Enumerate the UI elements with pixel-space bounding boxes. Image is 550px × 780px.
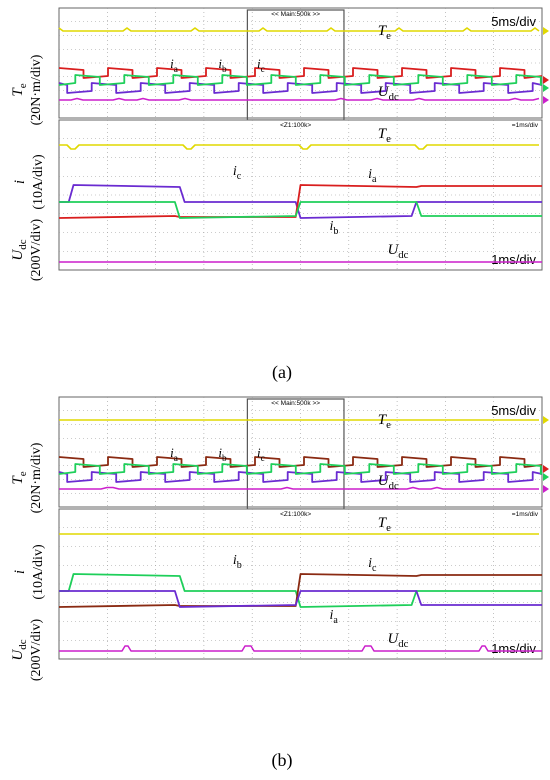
ylabel-b-top-te: Te: [10, 471, 29, 484]
panel-b: << Main:500k >> 5ms/divTeia ib icUdc<Z1:100…: [10, 397, 549, 771]
b-window-label-bot: <Z1:100k>: [280, 511, 311, 518]
ylabel-a-mid: i (10A/div): [12, 154, 46, 210]
b-channel-marker: [543, 416, 549, 424]
ylabel-b-bottom: Udc (200V/div): [10, 619, 44, 682]
a-timebase-bot: 1ms/div: [491, 252, 536, 267]
a-timebase-top: 5ms/div: [491, 14, 536, 29]
a-channel-marker: [543, 76, 549, 84]
caption-b: (b): [272, 750, 293, 771]
b-channel-marker: [543, 473, 549, 481]
ylabel-a-bottom: Udc (200V/div): [10, 219, 44, 282]
scope-a: << Main:500k >> 5ms/divTeia ib icUdc<Z1:100…: [59, 8, 549, 270]
ylabel-a-i: i: [12, 180, 28, 184]
ylabel-a-top: Te (20N·m/div): [10, 54, 44, 125]
ylabel-a-top-unit: (20N·m/div): [29, 54, 44, 125]
ylabel-b-udc: Udc: [10, 639, 29, 660]
b-window-label: << Main:500k >>: [271, 400, 320, 407]
a-channel-marker: [543, 84, 549, 92]
b-timebase-bot: 1ms/div: [491, 641, 536, 656]
ylabel-b-i: i: [12, 570, 28, 574]
ylabel-a-udc-unit: (200V/div): [29, 219, 44, 282]
ylabel-b-i-unit: (10A/div): [31, 544, 46, 600]
b-channel-marker: [543, 485, 549, 493]
a-corner-label: =1ms/div: [512, 122, 539, 129]
b-channel-marker: [543, 465, 549, 473]
caption-a: (a): [272, 362, 292, 383]
b-timebase-top: 5ms/div: [491, 403, 536, 418]
ylabel-a-top-te: Te: [10, 83, 29, 96]
b-corner-label: =1ms/div: [512, 511, 539, 518]
a-window-label-bot: <Z1:100k>: [280, 122, 311, 129]
a-window-label: << Main:500k >>: [271, 11, 320, 18]
ylabel-b-top-unit: (20N·m/div): [29, 442, 44, 513]
panel-a: << Main:500k >> 5ms/divTeia ib icUdc<Z1:100…: [10, 8, 549, 383]
ylabel-b-mid: i (10A/div): [12, 544, 46, 600]
a-channel-marker: [543, 96, 549, 104]
ylabel-a-udc: Udc: [10, 239, 29, 260]
ylabel-b-top: Te (20N·m/div): [10, 442, 44, 513]
ylabel-b-udc-unit: (200V/div): [29, 619, 44, 682]
ylabel-a-i-unit: (10A/div): [31, 154, 46, 210]
scope-b: << Main:500k >> 5ms/divTeia ib icUdc<Z1:100…: [59, 397, 549, 659]
a-channel-marker: [543, 27, 549, 35]
